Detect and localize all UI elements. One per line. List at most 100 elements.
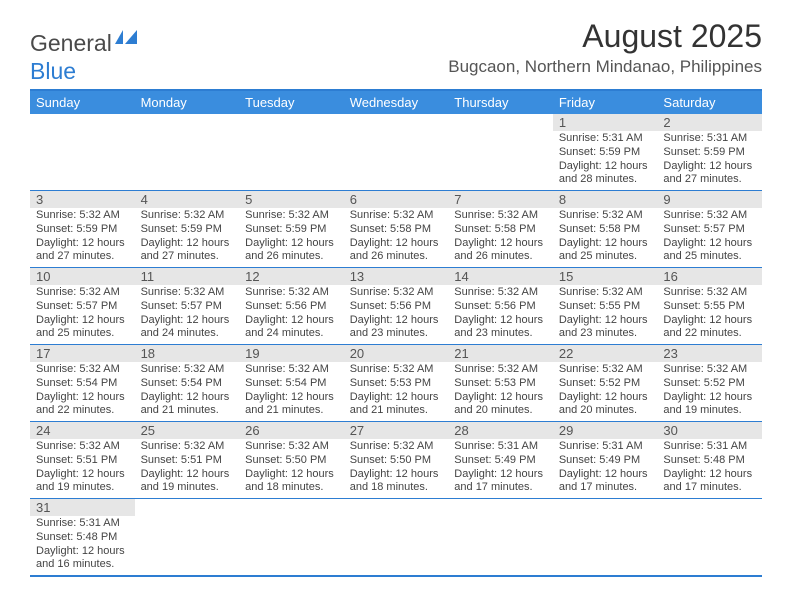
sunrise-text: Sunrise: 5:32 AM (36, 286, 129, 300)
sunrise-text: Sunrise: 5:31 AM (559, 440, 652, 454)
day-cell: 6Sunrise: 5:32 AMSunset: 5:58 PMDaylight… (344, 191, 449, 267)
day-body: Sunrise: 5:32 AMSunset: 5:54 PMDaylight:… (239, 362, 344, 421)
sunset-text: Sunset: 5:52 PM (663, 377, 756, 391)
sunset-text: Sunset: 5:55 PM (559, 300, 652, 314)
day-cell: 2Sunrise: 5:31 AMSunset: 5:59 PMDaylight… (657, 114, 762, 190)
sunset-text: Sunset: 5:57 PM (141, 300, 234, 314)
sunrise-text: Sunrise: 5:31 AM (559, 132, 652, 146)
dow-cell: Sunday (30, 91, 135, 114)
day-body: Sunrise: 5:32 AMSunset: 5:59 PMDaylight:… (135, 208, 240, 267)
day-number (135, 499, 240, 501)
daylight-text: Daylight: 12 hours and 26 minutes. (350, 237, 443, 265)
day-cell (553, 499, 658, 575)
daylight-text: Daylight: 12 hours and 19 minutes. (663, 391, 756, 419)
sunset-text: Sunset: 5:49 PM (454, 454, 547, 468)
day-body: Sunrise: 5:32 AMSunset: 5:50 PMDaylight:… (344, 439, 449, 498)
sunset-text: Sunset: 5:51 PM (36, 454, 129, 468)
day-cell: 31Sunrise: 5:31 AMSunset: 5:48 PMDayligh… (30, 499, 135, 575)
day-cell (135, 114, 240, 190)
day-number (135, 114, 240, 116)
week-row: 3Sunrise: 5:32 AMSunset: 5:59 PMDaylight… (30, 191, 762, 268)
sunset-text: Sunset: 5:58 PM (454, 223, 547, 237)
day-cell: 21Sunrise: 5:32 AMSunset: 5:53 PMDayligh… (448, 345, 553, 421)
day-number: 26 (239, 422, 344, 439)
day-body: Sunrise: 5:31 AMSunset: 5:49 PMDaylight:… (553, 439, 658, 498)
day-cell (448, 114, 553, 190)
day-cell (239, 114, 344, 190)
day-cell: 12Sunrise: 5:32 AMSunset: 5:56 PMDayligh… (239, 268, 344, 344)
sunrise-text: Sunrise: 5:32 AM (36, 363, 129, 377)
day-cell: 28Sunrise: 5:31 AMSunset: 5:49 PMDayligh… (448, 422, 553, 498)
flag-icon (115, 30, 137, 49)
day-number (239, 499, 344, 501)
day-number (553, 499, 658, 501)
day-body: Sunrise: 5:32 AMSunset: 5:55 PMDaylight:… (657, 285, 762, 344)
sunset-text: Sunset: 5:54 PM (36, 377, 129, 391)
day-body: Sunrise: 5:32 AMSunset: 5:57 PMDaylight:… (30, 285, 135, 344)
day-body: Sunrise: 5:32 AMSunset: 5:59 PMDaylight:… (239, 208, 344, 267)
day-body: Sunrise: 5:32 AMSunset: 5:58 PMDaylight:… (448, 208, 553, 267)
day-number: 13 (344, 268, 449, 285)
sunrise-text: Sunrise: 5:32 AM (454, 286, 547, 300)
sunrise-text: Sunrise: 5:32 AM (350, 209, 443, 223)
day-cell: 7Sunrise: 5:32 AMSunset: 5:58 PMDaylight… (448, 191, 553, 267)
day-cell: 17Sunrise: 5:32 AMSunset: 5:54 PMDayligh… (30, 345, 135, 421)
daylight-text: Daylight: 12 hours and 26 minutes. (454, 237, 547, 265)
day-number: 11 (135, 268, 240, 285)
day-body: Sunrise: 5:32 AMSunset: 5:52 PMDaylight:… (553, 362, 658, 421)
day-cell (135, 499, 240, 575)
day-body: Sunrise: 5:32 AMSunset: 5:59 PMDaylight:… (30, 208, 135, 267)
daylight-text: Daylight: 12 hours and 19 minutes. (36, 468, 129, 496)
daylight-text: Daylight: 12 hours and 25 minutes. (36, 314, 129, 342)
sunrise-text: Sunrise: 5:32 AM (350, 363, 443, 377)
sunset-text: Sunset: 5:59 PM (245, 223, 338, 237)
daylight-text: Daylight: 12 hours and 24 minutes. (245, 314, 338, 342)
daylight-text: Daylight: 12 hours and 17 minutes. (663, 468, 756, 496)
sunrise-text: Sunrise: 5:32 AM (245, 286, 338, 300)
daylight-text: Daylight: 12 hours and 17 minutes. (454, 468, 547, 496)
day-number: 7 (448, 191, 553, 208)
day-number: 19 (239, 345, 344, 362)
daylight-text: Daylight: 12 hours and 25 minutes. (663, 237, 756, 265)
week-row: 10Sunrise: 5:32 AMSunset: 5:57 PMDayligh… (30, 268, 762, 345)
sunrise-text: Sunrise: 5:31 AM (663, 132, 756, 146)
day-number: 16 (657, 268, 762, 285)
day-cell: 30Sunrise: 5:31 AMSunset: 5:48 PMDayligh… (657, 422, 762, 498)
daylight-text: Daylight: 12 hours and 26 minutes. (245, 237, 338, 265)
day-cell: 22Sunrise: 5:32 AMSunset: 5:52 PMDayligh… (553, 345, 658, 421)
sunrise-text: Sunrise: 5:32 AM (36, 440, 129, 454)
day-cell: 9Sunrise: 5:32 AMSunset: 5:57 PMDaylight… (657, 191, 762, 267)
day-cell: 8Sunrise: 5:32 AMSunset: 5:58 PMDaylight… (553, 191, 658, 267)
sunrise-text: Sunrise: 5:32 AM (350, 286, 443, 300)
day-number: 1 (553, 114, 658, 131)
day-body: Sunrise: 5:31 AMSunset: 5:59 PMDaylight:… (657, 131, 762, 190)
week-row: 31Sunrise: 5:31 AMSunset: 5:48 PMDayligh… (30, 499, 762, 575)
daylight-text: Daylight: 12 hours and 23 minutes. (559, 314, 652, 342)
day-cell: 27Sunrise: 5:32 AMSunset: 5:50 PMDayligh… (344, 422, 449, 498)
sunrise-text: Sunrise: 5:32 AM (141, 363, 234, 377)
day-cell (30, 114, 135, 190)
day-cell: 25Sunrise: 5:32 AMSunset: 5:51 PMDayligh… (135, 422, 240, 498)
daylight-text: Daylight: 12 hours and 17 minutes. (559, 468, 652, 496)
day-cell (344, 114, 449, 190)
daylight-text: Daylight: 12 hours and 27 minutes. (663, 160, 756, 188)
day-number (448, 114, 553, 116)
day-number (30, 114, 135, 116)
day-cell: 16Sunrise: 5:32 AMSunset: 5:55 PMDayligh… (657, 268, 762, 344)
daylight-text: Daylight: 12 hours and 23 minutes. (350, 314, 443, 342)
location-subtitle: Bugcaon, Northern Mindanao, Philippines (448, 57, 762, 77)
dow-cell: Monday (135, 91, 240, 114)
sunrise-text: Sunrise: 5:32 AM (559, 209, 652, 223)
day-body: Sunrise: 5:32 AMSunset: 5:54 PMDaylight:… (30, 362, 135, 421)
week-row: 24Sunrise: 5:32 AMSunset: 5:51 PMDayligh… (30, 422, 762, 499)
daylight-text: Daylight: 12 hours and 27 minutes. (141, 237, 234, 265)
sunset-text: Sunset: 5:59 PM (663, 146, 756, 160)
sunrise-text: Sunrise: 5:32 AM (36, 209, 129, 223)
day-body: Sunrise: 5:32 AMSunset: 5:57 PMDaylight:… (657, 208, 762, 267)
day-number: 29 (553, 422, 658, 439)
sunset-text: Sunset: 5:56 PM (350, 300, 443, 314)
day-cell: 3Sunrise: 5:32 AMSunset: 5:59 PMDaylight… (30, 191, 135, 267)
day-body: Sunrise: 5:32 AMSunset: 5:50 PMDaylight:… (239, 439, 344, 498)
day-cell (657, 499, 762, 575)
day-body: Sunrise: 5:31 AMSunset: 5:49 PMDaylight:… (448, 439, 553, 498)
